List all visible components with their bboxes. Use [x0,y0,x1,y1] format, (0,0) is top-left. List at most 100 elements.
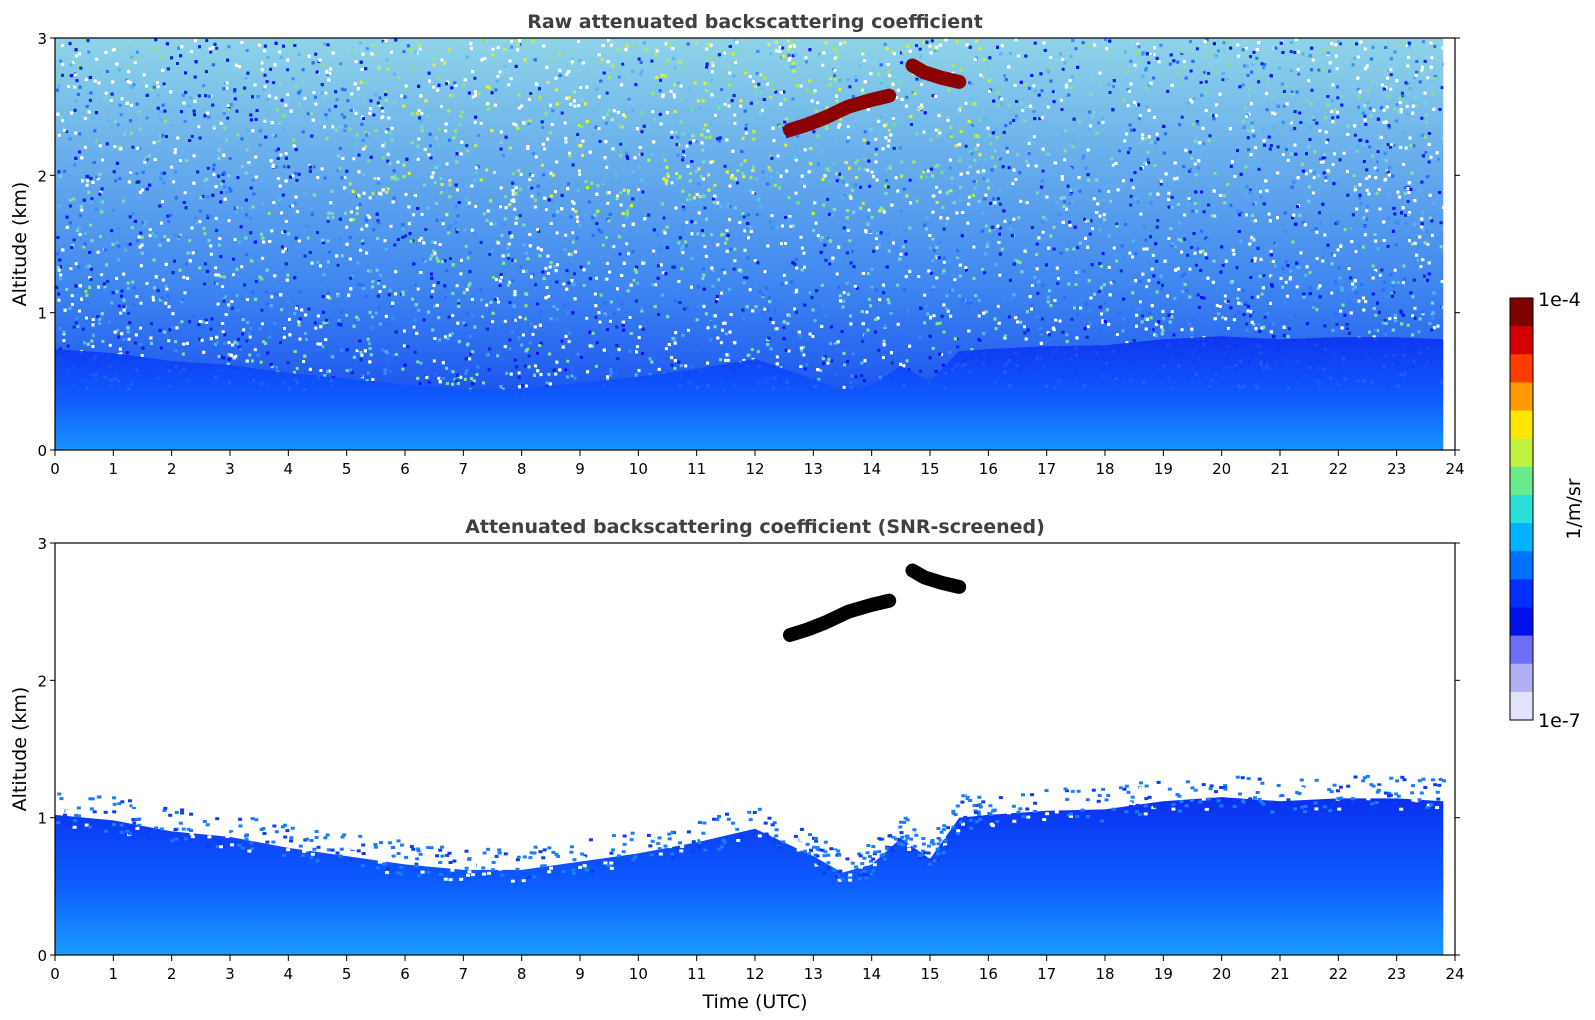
noise-pixel [227,219,231,223]
noise-pixel [226,269,230,273]
noise-pixel [1286,294,1289,298]
noise-pixel [1333,152,1336,156]
noise-pixel [1152,328,1155,332]
noise-pixel [1055,317,1059,321]
noise-pixel [396,238,400,241]
noise-pixel [1201,70,1205,73]
noise-pixel [555,231,559,235]
noise-pixel [595,222,599,226]
noise-pixel [522,129,526,133]
noise-pixel [1289,129,1293,133]
noise-pixel [1153,333,1157,337]
noise-pixel [1426,76,1430,80]
noise-pixel [640,309,644,313]
noise-pixel [1290,121,1294,125]
noise-pixel [1417,330,1421,334]
noise-pixel [675,172,678,175]
noise-pixel [306,236,310,240]
noise-pixel [402,344,406,348]
noise-pixel [775,327,779,331]
noise-pixel [1374,313,1378,317]
noise-pixel [1362,143,1366,147]
noise-pixel [605,165,609,169]
noise-pixel [980,267,984,271]
noise-pixel [228,186,232,190]
noise-pixel [250,359,254,363]
noise-pixel [1436,236,1440,240]
noise-pixel [879,131,883,135]
noise-pixel [433,241,437,245]
noise-pixel [1152,53,1156,56]
noise-pixel [763,307,767,311]
noise-pixel [370,52,374,56]
noise-pixel [1128,251,1132,255]
noise-pixel [1249,153,1253,157]
noise-pixel [359,351,363,354]
noise-pixel [736,169,740,173]
noise-pixel [874,288,878,292]
noise-pixel [721,268,725,272]
noise-pixel [389,131,393,135]
noise-pixel [1076,313,1079,317]
noise-pixel [573,104,577,108]
noise-pixel [603,301,607,305]
noise-pixel [536,351,539,355]
noise-pixel [365,47,369,51]
noise-pixel [424,228,428,231]
noise-pixel [573,376,577,380]
noise-pixel [1000,247,1004,251]
noise-pixel [1359,201,1363,205]
noise-pixel [280,245,284,249]
noise-pixel [760,108,764,112]
noise-pixel [741,212,745,216]
noise-pixel [766,82,770,86]
noise-pixel [346,99,350,103]
noise-pixel [79,69,83,73]
noise-pixel [449,369,453,373]
noise-pixel [348,127,352,131]
noise-pixel [339,62,343,66]
noise-pixel [632,278,636,282]
noise-pixel [1312,176,1316,180]
noise-pixel [832,162,836,165]
noise-pixel [730,174,734,178]
noise-pixel [226,104,230,108]
noise-pixel [316,176,320,179]
noise-pixel [1427,272,1431,276]
noise-pixel [803,148,807,152]
noise-pixel [167,305,171,309]
noise-pixel [132,303,136,307]
noise-pixel [1289,269,1293,273]
noise-pixel [84,78,88,82]
noise-pixel [1372,281,1376,285]
noise-pixel [173,151,177,155]
noise-pixel [210,215,214,219]
noise-pixel [452,136,456,140]
noise-pixel [68,204,72,208]
noise-pixel [1184,148,1188,152]
noise-pixel [1166,89,1170,93]
noise-pixel [915,77,919,81]
noise-pixel [1441,305,1445,309]
noise-pixel [1381,288,1385,292]
noise-pixel [465,343,469,347]
noise-pixel [956,249,960,253]
noise-pixel [328,71,332,75]
noise-pixel [843,363,846,367]
noise-pixel [1285,286,1289,290]
noise-pixel [272,81,276,85]
noise-pixel [1008,278,1012,282]
noise-pixel [1393,316,1397,320]
noise-pixel [1290,90,1294,94]
noise-pixel [201,320,205,324]
noise-pixel [935,185,939,189]
noise-pixel [423,183,426,187]
noise-pixel [1097,189,1101,193]
noise-pixel [534,139,538,142]
noise-pixel [80,208,84,212]
noise-pixel [984,224,988,228]
noise-pixel [389,224,393,228]
noise-pixel [479,240,483,244]
noise-pixel [72,325,76,329]
noise-pixel [61,73,64,77]
